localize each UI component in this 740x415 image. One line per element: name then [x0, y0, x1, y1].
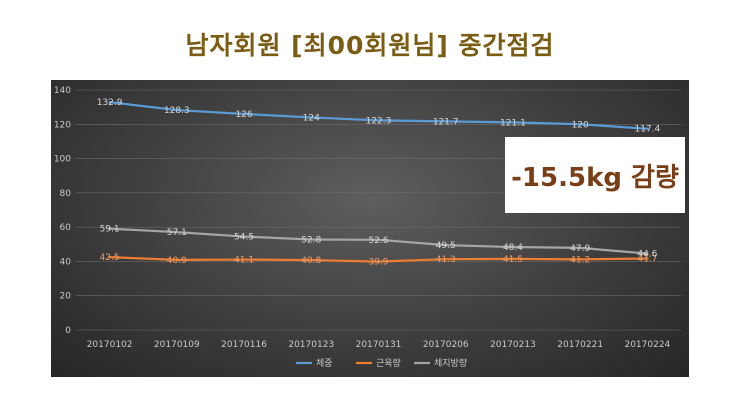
x-tick-label: 20170221 [557, 340, 603, 350]
y-tick-label: 100 [54, 155, 71, 165]
data-label: 124 [303, 113, 320, 123]
data-label: 49.5 [436, 241, 456, 251]
data-label: 40.9 [167, 256, 187, 266]
legend-label: 체지방량 [434, 357, 467, 369]
data-label: 128.3 [164, 106, 190, 116]
data-point [377, 260, 380, 263]
data-point [242, 112, 246, 116]
data-point [242, 258, 246, 261]
y-tick-label: 60 [60, 223, 72, 233]
data-point [444, 243, 447, 247]
data-point [310, 116, 313, 119]
x-tick-label: 20170102 [87, 340, 133, 350]
data-point [511, 121, 515, 124]
data-point [511, 257, 515, 261]
y-tick-label: 0 [65, 326, 71, 336]
data-point [646, 257, 649, 260]
data-label: 54.5 [234, 233, 254, 243]
data-label: 47.9 [570, 244, 590, 254]
data-point [578, 123, 582, 126]
data-label: 121.1 [500, 118, 526, 128]
data-point [242, 235, 246, 238]
data-point [377, 238, 380, 242]
data-point [646, 127, 649, 130]
data-label: 41.1 [234, 256, 254, 266]
page-title: 남자회원 [최00회원님] 중간점검 [185, 31, 555, 60]
y-tick-label: 20 [60, 292, 72, 302]
data-point [310, 258, 313, 262]
x-tick-label: 20170206 [423, 340, 469, 350]
data-point [646, 252, 649, 255]
data-label: 40.8 [301, 256, 321, 266]
weight-loss-callout: -15.5kg 감량 [505, 137, 685, 213]
data-label: 41.2 [570, 255, 590, 265]
data-label: 122.3 [366, 116, 392, 126]
data-label: 52.8 [301, 235, 321, 245]
data-label: 52.6 [368, 236, 388, 246]
data-point [175, 258, 179, 262]
y-tick-label: 140 [54, 86, 71, 96]
data-label: 121.7 [433, 117, 459, 127]
data-label: 44.6 [637, 250, 657, 260]
data-point [310, 238, 313, 241]
data-point [108, 255, 111, 259]
data-point [108, 227, 111, 230]
legend-label: 체중 [316, 358, 333, 369]
data-label: 42.5 [100, 253, 120, 263]
x-tick-label: 20170224 [624, 340, 670, 350]
data-label: 41.3 [436, 255, 456, 265]
x-tick-label: 20170116 [221, 340, 267, 350]
data-label: 57.1 [167, 228, 187, 238]
data-label: 48.4 [503, 243, 523, 253]
data-point [578, 258, 582, 261]
y-tick-label: 120 [54, 120, 71, 130]
data-label: 41.5 [503, 255, 523, 265]
data-label: 132.9 [97, 98, 123, 108]
data-point [377, 119, 380, 122]
y-tick-label: 80 [60, 189, 72, 199]
data-point [444, 258, 447, 261]
x-tick-label: 20170131 [356, 340, 402, 350]
data-point [175, 108, 179, 112]
data-label: 39.9 [368, 258, 388, 268]
x-tick-label: 20170109 [154, 340, 200, 350]
data-label: 126 [235, 110, 252, 120]
data-label: 117.4 [635, 125, 661, 135]
data-point [578, 246, 582, 250]
data-point [444, 120, 447, 123]
line-chart: 0 20 40 60 80 100 120 140 20170102 20170109 201701… [54, 86, 681, 369]
x-tick-label: 20170213 [490, 340, 536, 350]
chart-panel: 0 20 40 60 80 100 120 140 20170102 20170109 201701… [51, 80, 689, 377]
legend-label: 근육량 [376, 357, 401, 369]
x-tick-label: 20170123 [288, 340, 334, 350]
data-point [175, 230, 179, 234]
data-label: 120 [572, 120, 589, 130]
data-label: 41.7 [637, 255, 657, 265]
data-label: 59.1 [100, 225, 120, 235]
y-tick-label: 40 [60, 257, 72, 267]
data-point [511, 245, 515, 249]
data-point [108, 100, 111, 104]
